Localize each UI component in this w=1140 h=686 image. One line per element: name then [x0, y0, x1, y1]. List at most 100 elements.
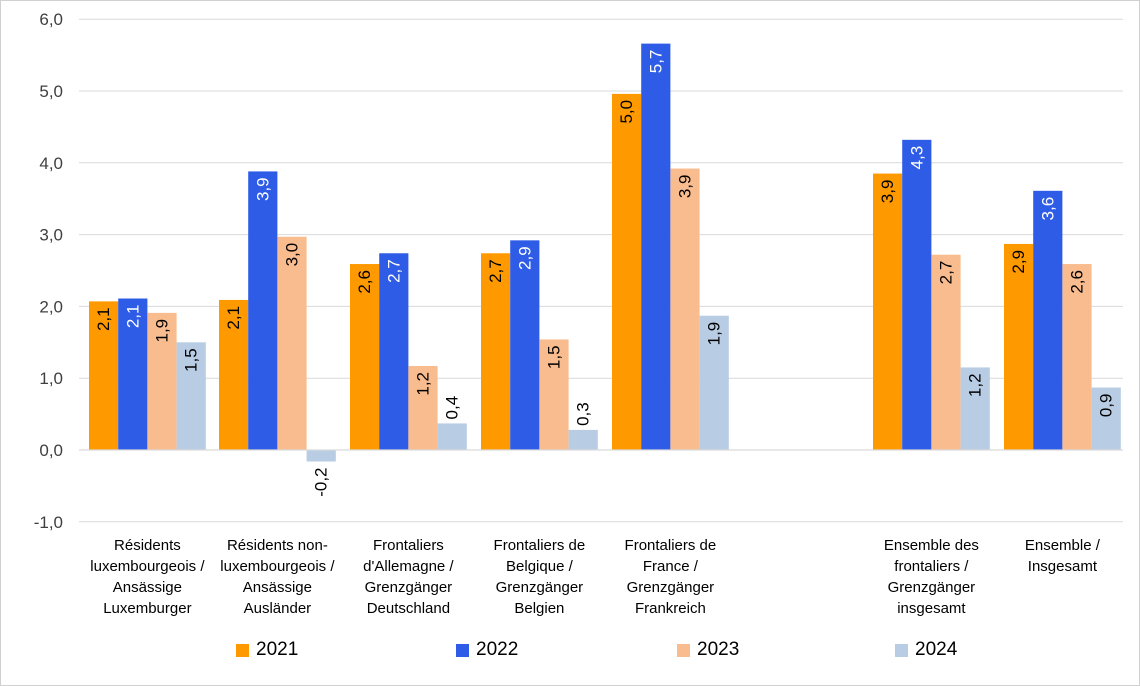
category-label-line: Insgesamt: [1027, 558, 1097, 575]
category-label-line: Résidents: [114, 537, 181, 554]
data-label: 3,9: [253, 177, 272, 201]
y-tick-label: 5,0: [39, 82, 63, 101]
bar-2022: [1033, 190, 1063, 450]
legend-swatch: [895, 643, 908, 657]
legend-label: 2024: [915, 639, 958, 660]
bar-2023: [539, 339, 569, 450]
category-label-line: frontaliers /: [894, 558, 969, 575]
category-label-line: luxembourgeois /: [220, 558, 335, 575]
y-tick-label: 6,0: [39, 10, 63, 29]
y-tick-label: 3,0: [39, 226, 63, 245]
data-label: -0,2: [312, 467, 331, 496]
category-label: Résidents non-luxembourgeois / Ansässige A…: [214, 535, 340, 619]
category-label-line: Belgien: [514, 600, 565, 617]
data-label: 0,3: [574, 402, 593, 426]
category-label-line: Frontaliers de: [624, 537, 717, 554]
category-label-line: Ensemble /: [1024, 537, 1100, 554]
bar-2022: [379, 253, 409, 450]
bar-2021: [612, 93, 642, 450]
data-label: 2,9: [1009, 250, 1028, 274]
bar-2023: [670, 168, 700, 450]
data-label: 2,6: [1068, 270, 1087, 294]
category-label-line: Frontaliers de: [493, 537, 586, 554]
data-label: 5,7: [646, 50, 665, 74]
y-tick-label: 1,0: [39, 369, 63, 388]
category-label-line: Résidents non-: [226, 537, 328, 554]
bar-2021: [481, 253, 511, 450]
data-label: 2,6: [355, 270, 374, 294]
category-label: Ensemble / Insgesamt: [999, 535, 1125, 577]
y-tick-label: -1,0: [34, 513, 63, 531]
category-label: Ensemble des frontaliers / Grenzgänger insg…: [868, 535, 994, 619]
legend-swatch: [456, 643, 469, 657]
bar-2023: [147, 312, 177, 450]
category-label-line: Ausländer: [243, 600, 312, 617]
category-label-line: Ansässige: [112, 579, 182, 596]
data-label: 2,7: [486, 259, 505, 283]
category-label: Frontaliers de France / Grenzgänger Frankre…: [607, 535, 733, 619]
bar-2021: [89, 301, 119, 450]
bar-2024: [306, 450, 336, 462]
legend-swatch: [236, 643, 249, 657]
legend-item-2024: 2024: [895, 639, 957, 661]
data-label: 2,1: [224, 306, 243, 330]
category-label-line: Grenzgänger: [495, 579, 584, 596]
bar-2021: [350, 264, 380, 450]
legend-label: 2021: [256, 639, 299, 660]
y-tick-label: 0,0: [39, 441, 63, 460]
bar-2023: [931, 254, 961, 450]
category-label-line: Grenzgänger: [364, 579, 453, 596]
bar-2022: [510, 240, 540, 450]
bar-2021: [219, 299, 249, 450]
chart-plot: -1,0 0,0 1,0 2,0 3,0 4,0 5,0 6,0 2,1 2,1 2,6 2,7 5,0…: [34, 10, 1123, 531]
data-label: 0,4: [443, 396, 462, 420]
bar-2024: [1091, 387, 1121, 450]
category-label-line: Ansässige: [242, 579, 312, 596]
data-label: 1,5: [182, 348, 201, 372]
bar-2024: [176, 342, 206, 450]
bar-2024: [960, 367, 990, 450]
category-label: Frontaliers de Belgique / Grenzgänger Belgi…: [476, 535, 602, 619]
data-label: 1,9: [705, 322, 724, 346]
bar-2023: [277, 236, 307, 450]
legend-item-2023: 2023: [677, 639, 739, 661]
data-label: 1,2: [966, 373, 985, 397]
data-label: 1,2: [414, 372, 433, 396]
category-label-line: insgesamt: [897, 600, 966, 617]
data-label: 1,9: [153, 319, 172, 343]
category-label-line: Frontaliers: [372, 537, 444, 554]
category-label-line: d'Allemagne /: [363, 558, 454, 575]
category-label-line: Ensemble des: [883, 537, 979, 554]
category-label-line: luxembourgeois /: [90, 558, 205, 575]
data-label: 2,9: [515, 246, 534, 270]
data-label: 3,9: [676, 175, 695, 199]
category-label-line: Belgique /: [506, 558, 573, 575]
bar-2022: [902, 139, 932, 450]
data-label: 4,3: [907, 146, 926, 170]
legend-label: 2023: [697, 639, 740, 660]
legend-item-2022: 2022: [456, 639, 518, 661]
legend-label: 2022: [476, 639, 519, 660]
data-label: 0,9: [1097, 394, 1116, 418]
category-label-line: Frankreich: [634, 600, 706, 617]
category-label-line: Grenzgänger: [626, 579, 715, 596]
legend-swatch: [677, 643, 690, 657]
category-label-line: Grenzgänger: [887, 579, 976, 596]
category-label: Résidents luxembourgeois / Ansässige Luxemb…: [84, 535, 210, 619]
legend-item-2021: 2021: [236, 639, 298, 661]
data-label: 3,6: [1038, 197, 1057, 221]
bar-2021: [873, 173, 903, 450]
data-label: 2,1: [94, 307, 113, 331]
bar-2022: [118, 298, 148, 450]
category-label-line: Luxemburger: [103, 600, 192, 617]
bar-2022: [641, 43, 671, 450]
bar-2021: [1004, 243, 1034, 450]
y-tick-label: 4,0: [39, 154, 63, 173]
data-label: 3,9: [878, 180, 897, 204]
bar-2022: [248, 171, 278, 450]
bar-2023: [408, 365, 438, 450]
y-tick-label: 2,0: [39, 297, 63, 316]
bar-2023: [1062, 264, 1092, 450]
legend: 2021 2022 2023 2024: [1, 639, 1140, 667]
